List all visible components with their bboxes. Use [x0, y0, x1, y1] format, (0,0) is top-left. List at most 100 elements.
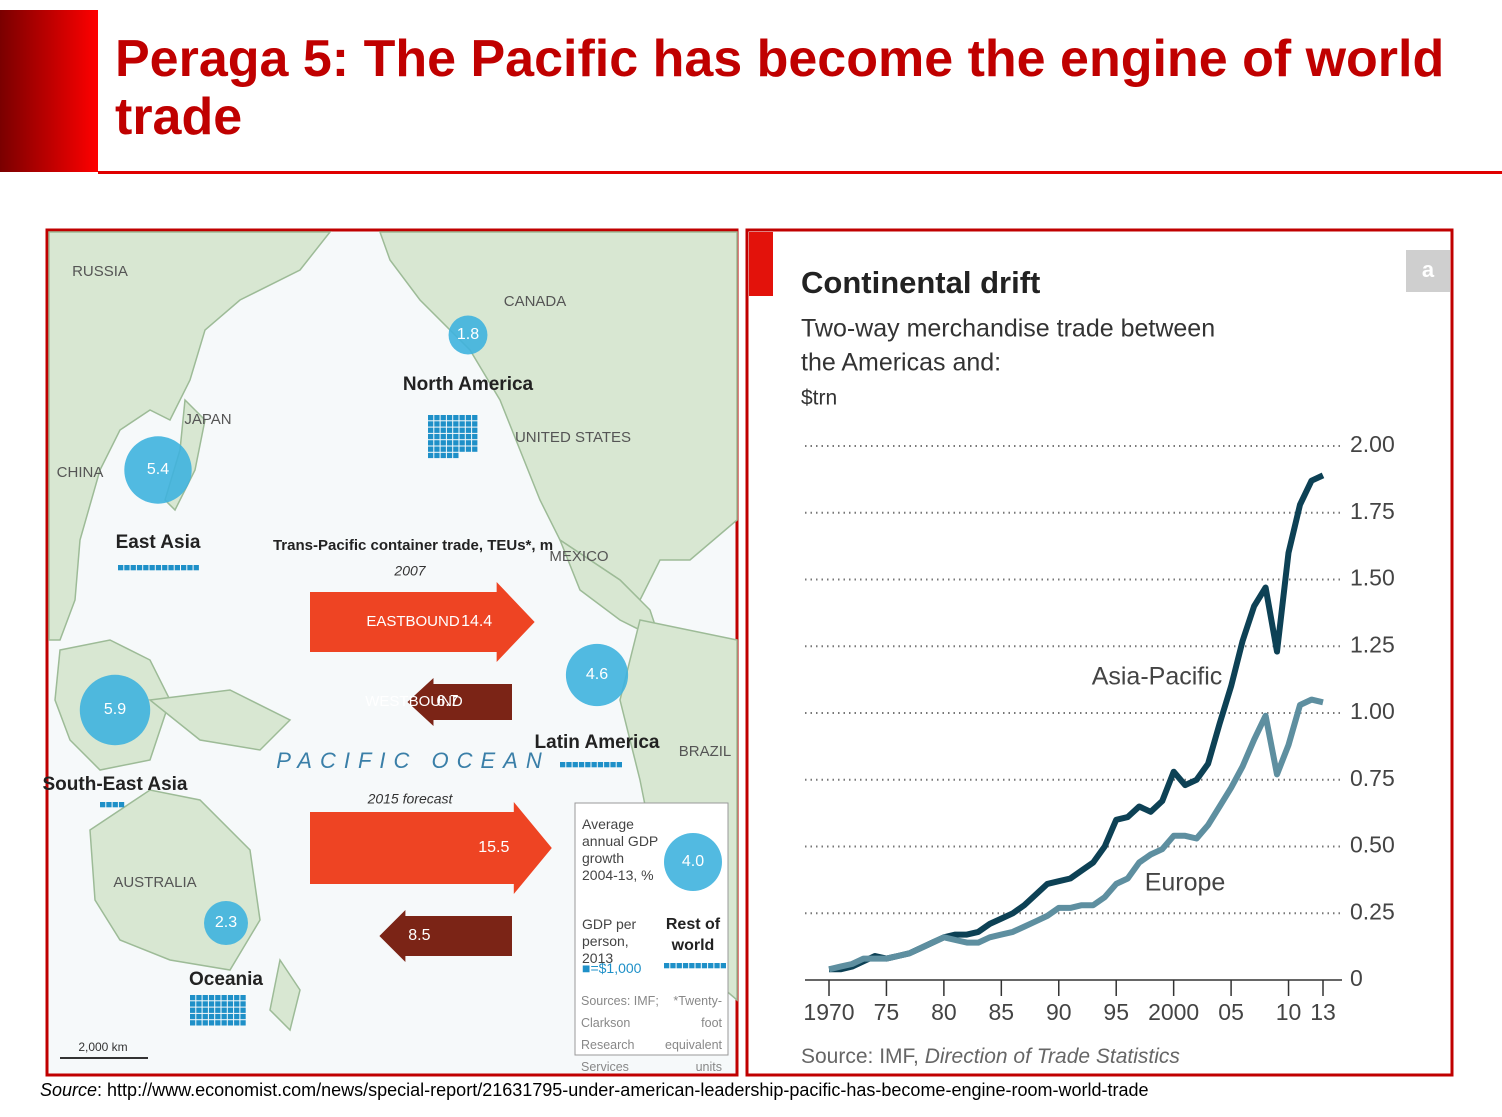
gdp-square: [215, 995, 221, 1001]
gdp-square: [234, 1020, 240, 1026]
chart-unit: $trn: [801, 387, 837, 410]
gdp-square: [227, 1013, 234, 1020]
gdp-square: [202, 1013, 208, 1020]
country-label: BRAZIL: [679, 743, 732, 760]
gdp-square: [453, 446, 459, 452]
gdp-square: [578, 762, 585, 768]
x-tick-label: 13: [1310, 999, 1336, 1025]
x-tick-label: 75: [874, 999, 900, 1025]
chart-panel: [745, 228, 1454, 1077]
gdp-square: [440, 433, 446, 440]
westbound-arrow: [379, 910, 512, 962]
y-tick-label: 0: [1350, 965, 1363, 991]
gdp-square: [472, 446, 478, 452]
gdp-square: [453, 427, 459, 433]
trade-title: Trans-Pacific container trade, TEUs*, m: [273, 537, 553, 554]
x-tick-label: 85: [989, 999, 1015, 1025]
country-label: JAPAN: [184, 411, 231, 428]
chart-source: Source: IMF, Direction of Trade Statisti…: [801, 1045, 1180, 1068]
gdp-square: [695, 963, 701, 969]
country-label: RUSSIA: [72, 263, 128, 280]
gdp-square: [459, 427, 465, 433]
gdp-square: [124, 565, 130, 571]
gdp-square: [215, 1020, 221, 1026]
gdp-square: [453, 452, 459, 459]
series-label: Europe: [1145, 869, 1226, 897]
gdp-square: [465, 446, 472, 452]
x-tick-label: 1970: [803, 999, 854, 1025]
gdp-square: [560, 762, 566, 768]
gdp-square: [190, 1007, 196, 1013]
westbound-label: WESTBOUND: [365, 693, 463, 710]
gdp-square: [155, 565, 162, 571]
header-rule: [98, 171, 1502, 174]
gdp-square: [234, 1007, 240, 1013]
gdp-square: [143, 565, 149, 571]
gdp-square: [234, 995, 240, 1001]
growth-bubble: [448, 315, 488, 355]
gdp-square: [453, 440, 459, 446]
gdp-square: [670, 963, 676, 969]
gdp-square: [196, 1001, 202, 1007]
legend-sources: Sources: IMF; Clarkson Research Services: [581, 994, 659, 1074]
y-tick-label: 0.75: [1350, 765, 1395, 791]
gdp-square: [234, 1001, 240, 1007]
gdp-square: [566, 762, 572, 768]
period-label: 2015 forecast: [367, 791, 454, 807]
gdp-square: [434, 415, 440, 421]
gdp-square: [162, 565, 168, 571]
gdp-square: [434, 452, 440, 459]
header-accent: [0, 10, 98, 172]
gdp-square: [202, 995, 208, 1001]
chart-source-prefix: Source: IMF,: [801, 1045, 925, 1068]
country-label: AUSTRALIA: [113, 874, 196, 891]
y-tick-label: 0.50: [1350, 832, 1395, 858]
footer-source: Source: http://www.economist.com/news/sp…: [40, 1080, 1149, 1101]
gdp-square: [434, 433, 440, 440]
growth-bubble: [664, 833, 722, 891]
gdp-square: [440, 452, 446, 459]
gdp-square: [221, 1001, 227, 1007]
gdp-square: [196, 1013, 202, 1020]
gdp-square: [446, 452, 453, 459]
gdp-square: [215, 1007, 221, 1013]
gdp-square: [459, 421, 465, 427]
gdp-square: [221, 1013, 227, 1020]
gdp-square: [428, 433, 434, 440]
gdp-square: [465, 440, 472, 446]
gdp-square: [118, 802, 125, 808]
gdp-square: [190, 995, 196, 1001]
westbound-arrow: [407, 678, 512, 726]
gdp-square: [440, 440, 446, 446]
gdp-square: [190, 1020, 196, 1026]
country-label: CHINA: [57, 464, 104, 481]
gdp-square: [428, 427, 434, 433]
growth-value: 1.8: [457, 326, 479, 343]
gdp-square: [472, 415, 478, 421]
gdp-square: [676, 963, 682, 969]
westbound-value: 8.5: [408, 927, 430, 944]
gdp-square: [472, 427, 478, 433]
y-tick-label: 1.50: [1350, 565, 1395, 591]
gdp-square: [701, 963, 708, 969]
legend-growth: Average annual GDP growth 2004-13, %: [582, 816, 659, 883]
eastbound-value: 15.5: [478, 839, 509, 856]
legend-gdp: GDP per person, 2013: [582, 916, 637, 966]
rest-of-world-label: Rest of world: [665, 916, 721, 954]
gdp-square: [240, 1007, 246, 1013]
gdp-square: [168, 565, 174, 571]
eastbound-arrow: [310, 802, 552, 894]
gdp-square: [221, 995, 227, 1001]
gdp-square: [181, 565, 187, 571]
gdp-square: [118, 565, 124, 571]
legend-footnote: *Twenty-foot equivalent units: [665, 994, 722, 1074]
gdp-square: [616, 762, 622, 768]
x-tick-label: 10: [1276, 999, 1302, 1025]
gdp-square: [240, 1020, 246, 1026]
growth-value: 4.6: [586, 666, 608, 683]
gdp-square: [465, 415, 472, 421]
gdp-square: [208, 1020, 215, 1026]
gdp-square: [434, 421, 440, 427]
growth-bubble: [79, 674, 151, 746]
